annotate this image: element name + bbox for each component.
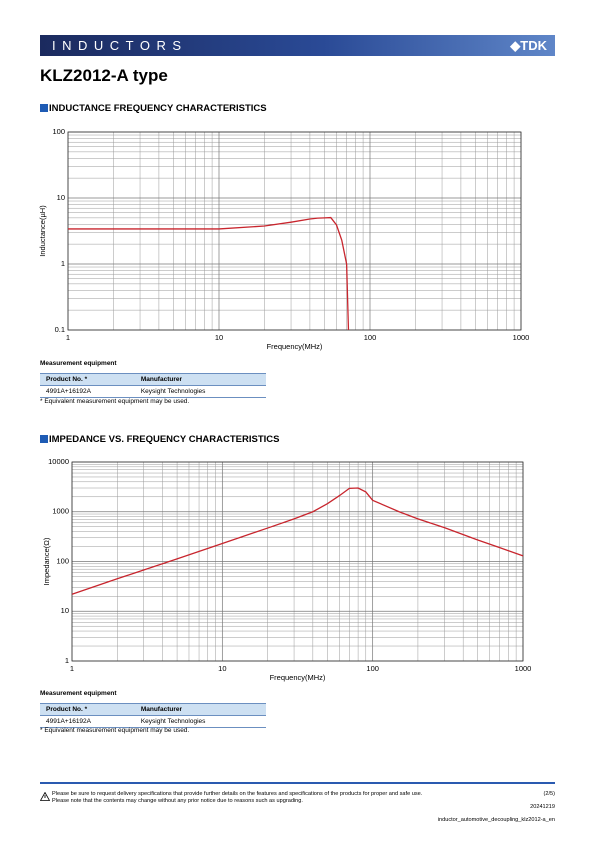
x-axis-label: Frequency(MHz) [270,673,326,682]
date: 20241219 [530,804,555,810]
y-tick-label: 0.1 [55,325,65,334]
title: KLZ2012-A type [40,66,168,85]
x-tick-label: 1 [66,333,70,342]
notice: Please note that the contents may change… [52,798,303,804]
x-tick-label: 1000 [513,333,530,342]
y-tick-label: 1 [65,656,69,665]
x-tick-label: 100 [366,664,379,673]
x-axis-label: Frequency(MHz) [267,342,323,351]
col-head: Product No. * [40,373,135,386]
y-tick-label: 10000 [48,457,69,466]
logo: ◆TDK [510,38,547,54]
y-tick-label: 100 [52,127,65,136]
y-axis-label: Inductance(µH) [38,205,47,257]
y-tick-label: 1 [61,259,65,268]
banner-text: INDUCTORS [52,38,188,53]
logo-text: TDK [520,38,547,53]
cell: Keysight Technologies [134,715,266,728]
col-head: Manufacturer [134,703,266,716]
y-tick-label: 10 [61,606,69,615]
section-heading: INDUCTANCE FREQUENCY CHARACTERISTICS [40,103,267,114]
col-head: Manufacturer [134,373,266,386]
y-tick-label: 100 [56,556,69,565]
y-tick-label: 1000 [52,507,69,516]
x-tick-label: 1000 [515,664,532,673]
curve [71,487,524,595]
warning-icon [40,792,50,801]
notice: Please be sure to request delivery speci… [52,791,423,797]
x-tick-label: 10 [215,333,223,342]
curve [68,216,350,331]
cell: 4991A+16192A [40,715,135,728]
y-tick-label: 10 [57,193,65,202]
charts: 1 10 100 10000.1110100Frequency(MHz)Inducta… [38,127,532,682]
y-axis-label: Impedance(Ω) [42,537,51,585]
banner: INDUCTORS ◆TDK [40,35,555,56]
x-tick-label: 10 [218,664,226,673]
plot-frame [71,461,524,662]
heading-text: IMPEDANCE VS. FREQUENCY CHARACTERISTICS [49,434,280,445]
heading-text: INDUCTANCE FREQUENCY CHARACTERISTICS [49,103,267,114]
note: * Equivalent measurement equipment may b… [40,727,190,734]
plot-frame [67,131,522,331]
page-number: (2/5) [543,791,555,797]
caption: Measurement equipment [40,360,117,367]
equipment-table: Product No. * Manufacturer 4991A+16192A Ke… [40,703,266,728]
x-tick-label: 1 [70,664,74,673]
doc-id: inductor_automotive_decoupling_klz2012-a… [437,817,555,823]
logo-mark: ◆ [510,38,521,53]
caption: Measurement equipment [40,690,117,697]
cell: Keysight Technologies [134,385,266,398]
x-tick-label: 100 [364,333,377,342]
equipment-table: Product No. * Manufacturer 4991A+16192A Ke… [40,373,266,398]
section-heading: IMPEDANCE VS. FREQUENCY CHARACTERISTICS [40,434,280,445]
footer-rule [40,782,555,784]
note: * Equivalent measurement equipment may b… [40,398,190,405]
col-head: Product No. * [40,703,135,716]
cell: 4991A+16192A [40,385,135,398]
